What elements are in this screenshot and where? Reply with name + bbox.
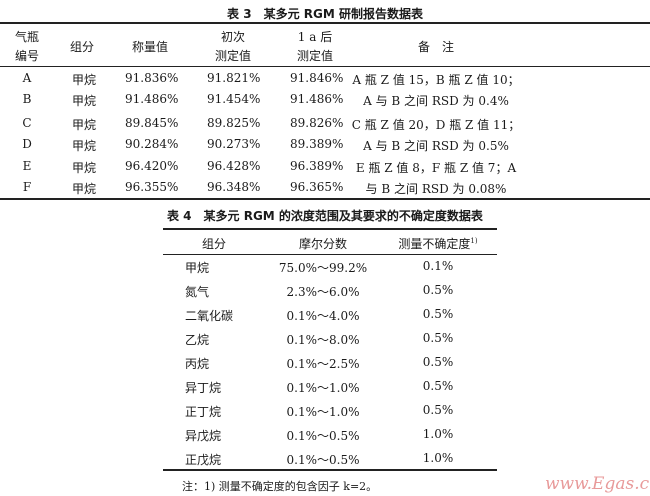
mole-fraction-range: 0.1%～8.0%: [286, 333, 360, 347]
header-initial-l1: 初次: [220, 30, 246, 44]
component: 丙烷: [185, 357, 210, 371]
header-bottle-l2: 编号: [14, 49, 40, 63]
table3-top-rule: [0, 22, 650, 24]
component: 甲烷: [72, 182, 97, 196]
remark: C 瓶 Z 值 20，D 瓶 Z 值 11；: [351, 118, 521, 132]
header-mole-fraction: 摩尔分数: [298, 237, 348, 251]
weighed-value: 96.355%: [125, 180, 179, 194]
table4-bottom-rule: [163, 469, 497, 471]
initial-value: 96.428%: [207, 159, 261, 173]
header-after-l2: 测定值: [296, 49, 334, 63]
header-component: 组分: [69, 40, 95, 54]
remark: E 瓶 Z 值 8，F 瓶 Z 值 7；A: [355, 161, 517, 175]
component: 异丁烷: [185, 381, 222, 395]
weighed-value: 96.420%: [125, 159, 179, 173]
header-after-l1: 1 a 后: [297, 30, 333, 44]
uncertainty: 1.0%: [422, 451, 454, 465]
component: 正戊烷: [185, 453, 222, 467]
after-value: 91.486%: [290, 92, 344, 106]
table4-top-rule: [163, 228, 497, 230]
header-bottle-l1: 气瓶: [14, 30, 40, 44]
header-weighed: 称量值: [131, 40, 169, 54]
weighed-value: 91.836%: [125, 71, 179, 85]
remark: A 与 B 之间 RSD 为 0.4%: [363, 94, 509, 108]
bottle-id: B: [22, 92, 32, 106]
weighed-value: 90.284%: [125, 137, 179, 151]
component: 异戊烷: [185, 429, 222, 443]
initial-value: 96.348%: [207, 180, 261, 194]
after-value: 96.389%: [290, 159, 344, 173]
after-value: 96.365%: [290, 180, 344, 194]
uncertainty: 0.5%: [422, 355, 454, 369]
uncertainty-label: 测量不确定度: [398, 237, 471, 251]
table4-header-rule: [163, 254, 497, 255]
mole-fraction-range: 0.1%～0.5%: [286, 453, 360, 467]
mole-fraction-range: 75.0%～99.2%: [278, 261, 368, 275]
component: 甲烷: [185, 261, 210, 275]
component: 甲烷: [72, 139, 97, 153]
initial-value: 89.825%: [207, 116, 261, 130]
uncertainty: 1.0%: [422, 427, 454, 441]
component: 甲烷: [72, 118, 97, 132]
weighed-value: 89.845%: [125, 116, 179, 130]
mole-fraction-range: 0.1%～2.5%: [286, 357, 360, 371]
initial-value: 90.273%: [207, 137, 261, 151]
bottle-id: C: [22, 116, 32, 130]
bottle-id: E: [22, 159, 32, 173]
after-value: 89.389%: [290, 137, 344, 151]
table4-title: 表 4 某多元 RGM 的浓度范围及其要求的不确定度数据表: [167, 209, 483, 223]
table3-header-rule: [0, 66, 650, 67]
mole-fraction-range: 0.1%～0.5%: [286, 429, 360, 443]
remark: A 与 B 之间 RSD 为 0.5%: [363, 139, 509, 153]
component: 氮气: [185, 285, 210, 299]
component: 甲烷: [72, 73, 97, 87]
header-initial-l2: 测定值: [214, 49, 252, 63]
initial-value: 91.821%: [207, 71, 261, 85]
mole-fraction-range: 0.1%～1.0%: [286, 405, 360, 419]
component: 甲烷: [72, 94, 97, 108]
component: 二氧化碳: [185, 309, 234, 323]
header-uncertainty: 测量不确定度1): [398, 235, 477, 252]
component: 甲烷: [72, 161, 97, 175]
table4-note: 注：1) 测量不确定度的包含因子 k=2。: [182, 480, 378, 493]
mole-fraction-range: 0.1%～4.0%: [286, 309, 360, 323]
mole-fraction-range: 2.3%～6.0%: [286, 285, 360, 299]
bottle-id: F: [22, 180, 32, 194]
watermark: www.Egas.cn: [545, 474, 650, 494]
bottle-id: D: [22, 137, 32, 151]
uncertainty: 0.5%: [422, 403, 454, 417]
uncertainty: 0.1%: [422, 259, 454, 273]
bottle-id: A: [22, 71, 32, 85]
after-value: 91.846%: [290, 71, 344, 85]
component: 乙烷: [185, 333, 210, 347]
component: 正丁烷: [185, 405, 222, 419]
header-component: 组分: [201, 237, 227, 251]
table3-title: 表 3 某多元 RGM 研制报告数据表: [227, 7, 423, 21]
footnote-marker: 1): [470, 237, 478, 245]
after-value: 89.826%: [290, 116, 344, 130]
uncertainty: 0.5%: [422, 379, 454, 393]
uncertainty: 0.5%: [422, 283, 454, 297]
table3-bottom-rule: [0, 198, 650, 200]
initial-value: 91.454%: [207, 92, 261, 106]
weighed-value: 91.486%: [125, 92, 179, 106]
remark: A 瓶 Z 值 15，B 瓶 Z 值 10；: [352, 73, 520, 87]
uncertainty: 0.5%: [422, 307, 454, 321]
uncertainty: 0.5%: [422, 331, 454, 345]
mole-fraction-range: 0.1%～1.0%: [286, 381, 360, 395]
remark: 与 B 之间 RSD 为 0.08%: [365, 182, 507, 196]
header-remarks: 备 注: [417, 40, 455, 54]
